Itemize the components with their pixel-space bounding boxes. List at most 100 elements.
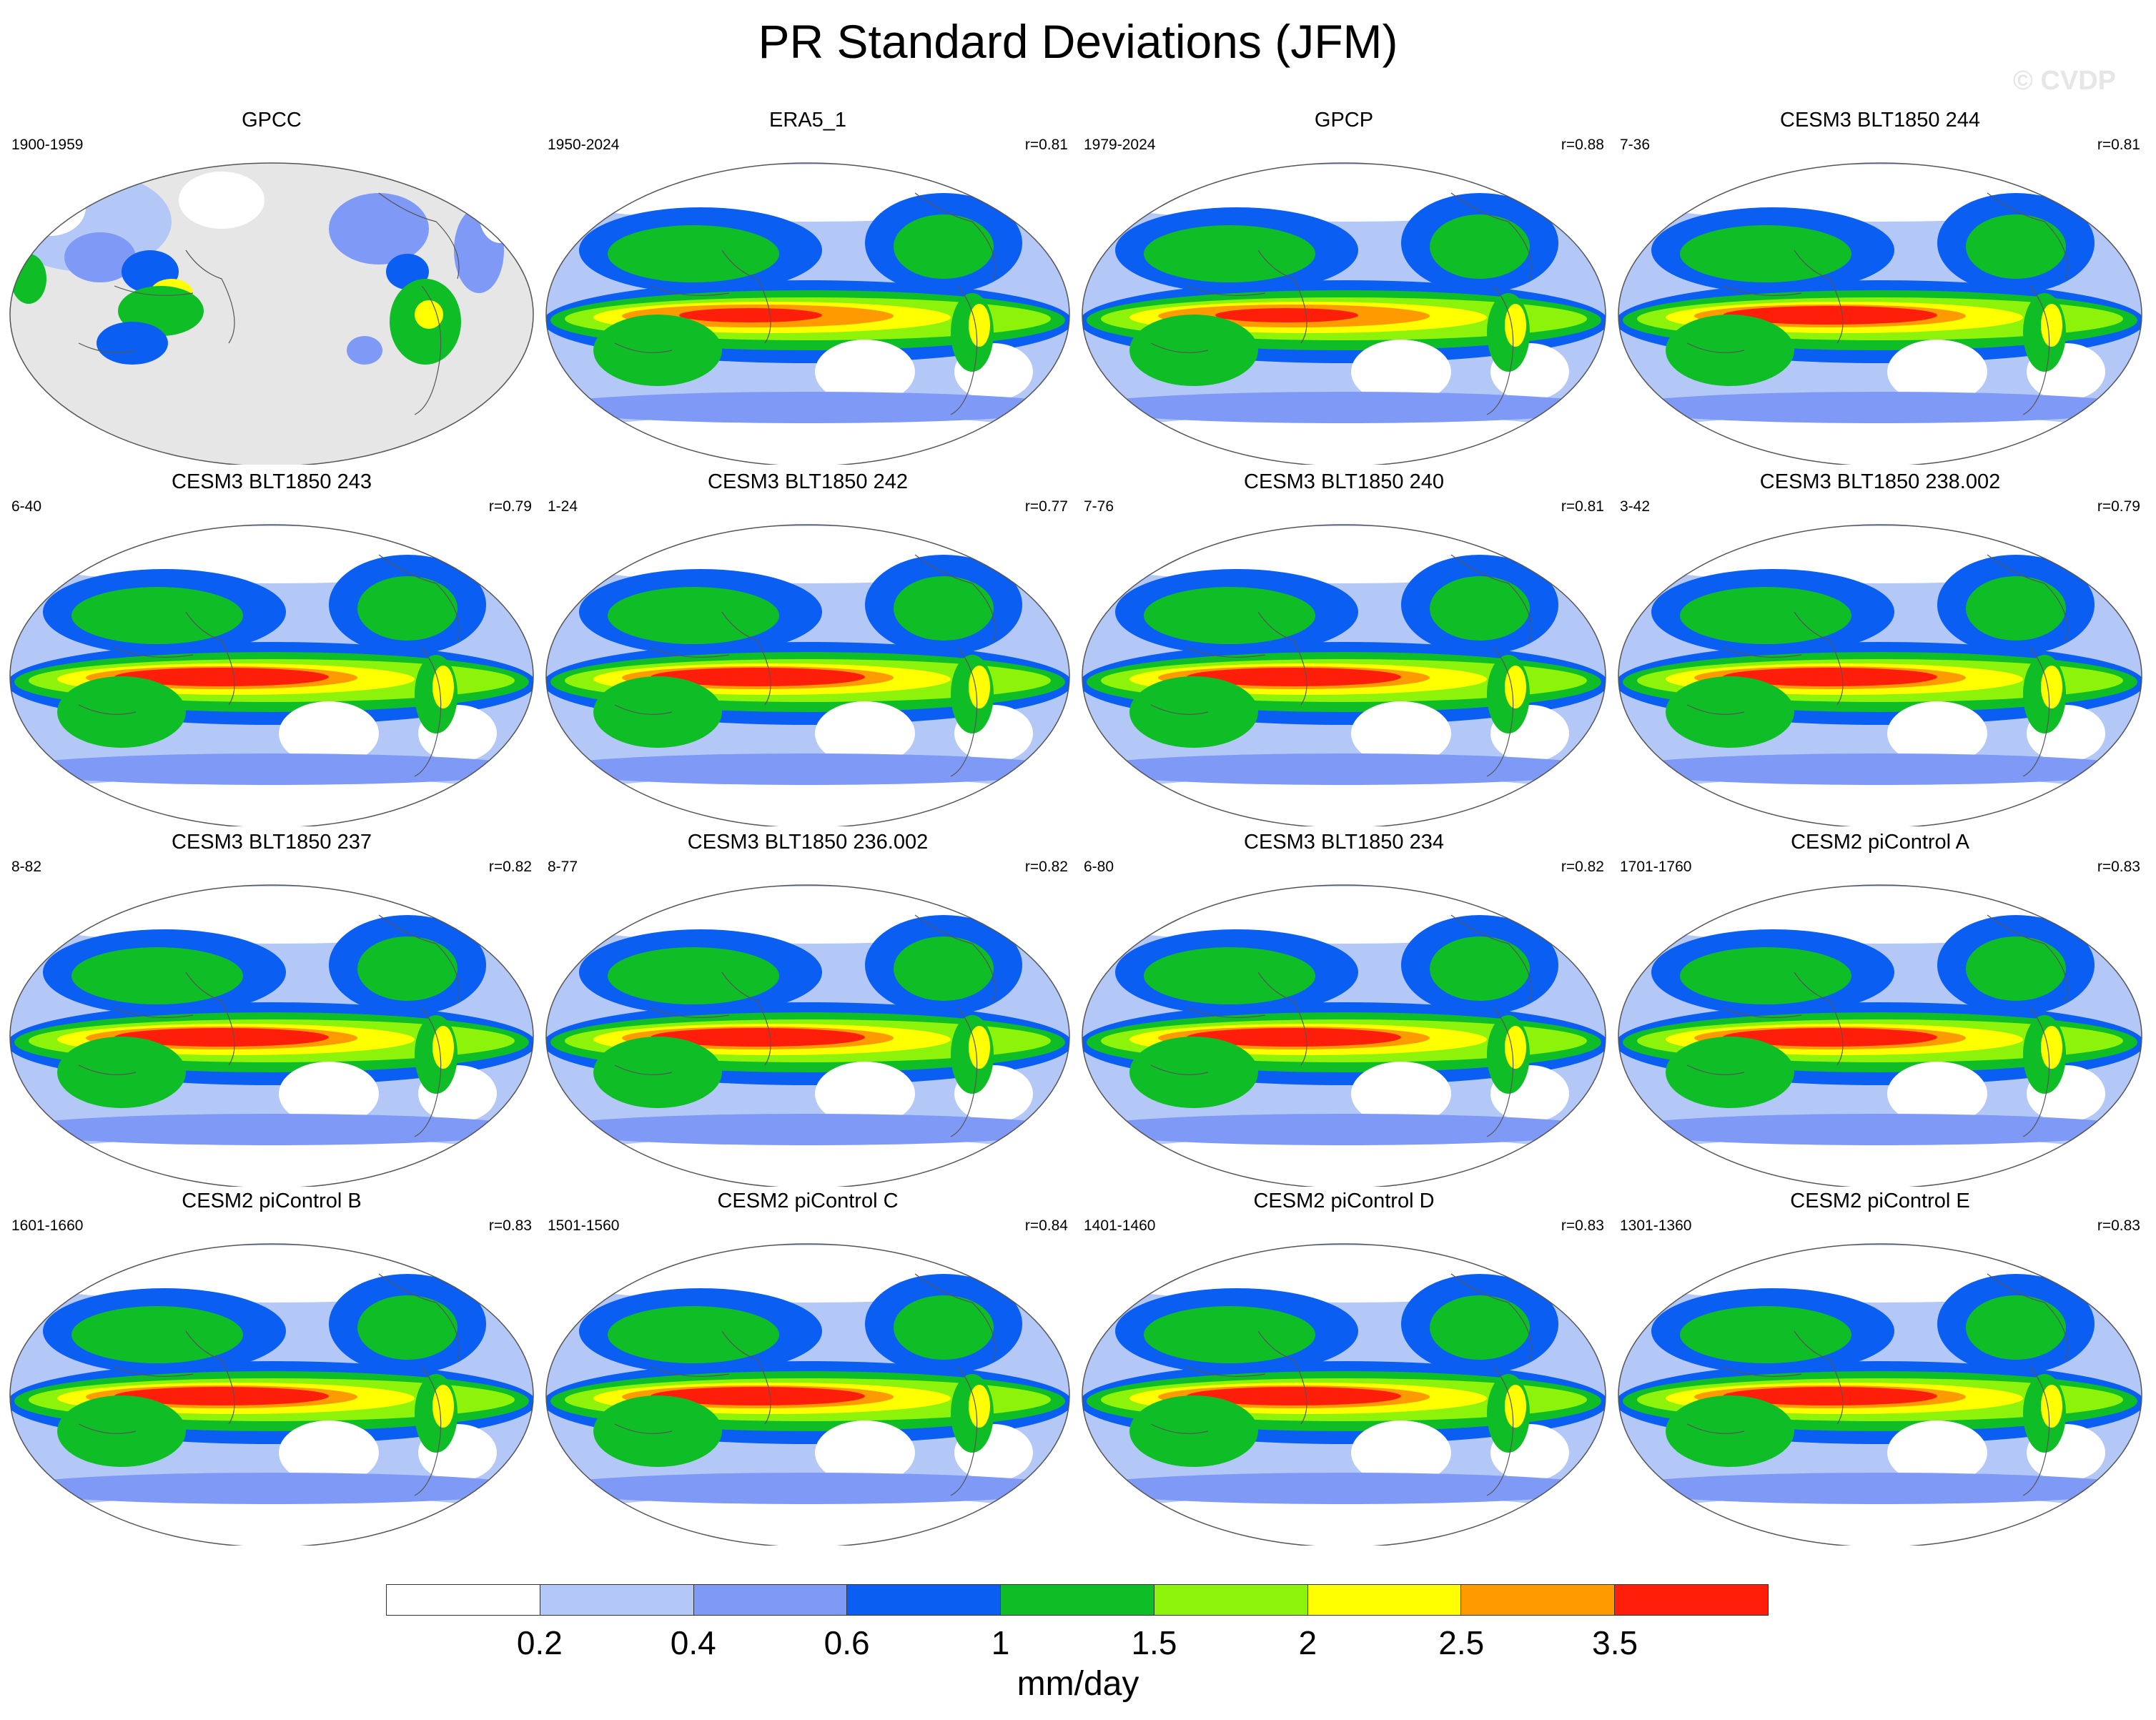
panel-title: CESM2 piControl E xyxy=(1790,1190,1970,1212)
coastline xyxy=(1486,285,1514,415)
coastline xyxy=(78,1423,137,1434)
colorbar-swatch xyxy=(1154,1585,1308,1615)
precip-contour-region xyxy=(1618,1473,2142,1504)
precip-contour-region xyxy=(1430,1295,1530,1360)
precip-contour-region xyxy=(1666,1395,1794,1467)
map-field xyxy=(1618,525,2142,826)
panel-correlation: r=0.83 xyxy=(2097,1217,2140,1234)
precip-contour-region xyxy=(357,936,458,1001)
precip-contour-region xyxy=(114,1387,329,1405)
map-svg xyxy=(545,524,1070,826)
panel-years: 1900-1959 xyxy=(11,137,84,153)
precip-contour-region xyxy=(1187,668,1401,686)
panel-title: GPCP xyxy=(1314,109,1374,132)
coastline xyxy=(78,342,137,353)
colorbar-tick-label: 1 xyxy=(991,1624,1010,1661)
panel-title: CESM2 piControl D xyxy=(1253,1190,1435,1212)
precip-contour-region xyxy=(1723,668,1937,686)
precip-contour-region xyxy=(1351,340,1451,404)
coastline xyxy=(614,1423,673,1434)
coastline xyxy=(914,1273,996,1360)
coastline xyxy=(1722,285,1802,296)
land-precip-region xyxy=(329,193,429,265)
map-svg xyxy=(9,1243,534,1546)
precip-contour-region xyxy=(114,668,329,686)
map-border xyxy=(9,524,534,826)
panel-title: CESM3 BLT1850 243 xyxy=(172,470,372,493)
coastline xyxy=(614,342,673,353)
coastline xyxy=(721,249,771,344)
coastline xyxy=(1257,972,1307,1066)
panel-years: 1501-1560 xyxy=(548,1217,620,1234)
panel-correlation: r=0.77 xyxy=(1024,498,1068,515)
coastline xyxy=(185,1330,235,1425)
precip-contour-region xyxy=(71,587,243,644)
map-border xyxy=(1082,884,1606,1187)
map-svg xyxy=(1618,1243,2142,1546)
panel-title: CESM3 BLT1850 242 xyxy=(708,470,908,493)
map-field xyxy=(10,1244,533,1546)
coastline xyxy=(1186,1007,1266,1018)
precip-contour-region xyxy=(546,1473,1069,1504)
precip-contour-region xyxy=(1082,1473,1606,1504)
map-panel: CESM3 BLT1850 237 8-82 r=0.82 xyxy=(7,829,536,1187)
coastline xyxy=(378,1273,460,1360)
coastline xyxy=(721,611,771,706)
map-svg xyxy=(1618,884,2142,1187)
panel-years: 1979-2024 xyxy=(1084,137,1156,153)
precip-contour-region xyxy=(432,1385,454,1428)
panel-years: 6-40 xyxy=(11,498,42,515)
precip-contour-region xyxy=(815,1420,915,1485)
map-panel: CESM2 piControl C 1501-1560 r=0.84 xyxy=(543,1188,1072,1546)
map-panel: CESM3 BLT1850 244 7-36 r=0.81 xyxy=(1616,107,2145,465)
panel-correlation: r=0.81 xyxy=(1561,498,1604,515)
colorbar-swatch xyxy=(1001,1585,1154,1615)
precip-contour-region xyxy=(1680,225,1851,282)
coastline xyxy=(1686,1423,1745,1434)
precip-contour-region xyxy=(1966,1295,2066,1360)
land-precip-region xyxy=(64,232,136,282)
precip-contour-region xyxy=(357,1295,458,1360)
panel-correlation: r=0.88 xyxy=(1561,137,1604,153)
map-border xyxy=(9,884,534,1187)
coastline xyxy=(1257,611,1307,706)
map-border xyxy=(1082,524,1606,826)
map-svg xyxy=(9,524,534,826)
map-panel: GPCP 1979-2024 r=0.88 xyxy=(1079,107,1608,465)
map-field xyxy=(1618,1244,2142,1546)
precip-contour-region xyxy=(679,308,822,322)
map-field xyxy=(10,525,533,826)
precip-contour-region xyxy=(1618,1114,2142,1145)
map-svg xyxy=(1082,162,1606,465)
colorbar-swatch xyxy=(540,1585,694,1615)
coastline xyxy=(1686,704,1745,715)
precip-contour-region xyxy=(10,753,533,785)
precip-contour-region xyxy=(1887,1420,1987,1485)
coastline xyxy=(78,704,137,715)
colorbar-swatch xyxy=(1615,1585,1769,1615)
land-precip-region xyxy=(347,336,382,365)
coastline xyxy=(1150,1064,1209,1075)
map-field xyxy=(546,525,1069,826)
precip-contour-region xyxy=(1082,1114,1606,1145)
map-field xyxy=(1618,885,2142,1187)
precip-contour-region xyxy=(651,1028,865,1047)
panel-years: 1701-1760 xyxy=(1620,859,1692,875)
panel-correlation: r=0.82 xyxy=(488,859,532,875)
precip-contour-region xyxy=(10,1473,533,1504)
panel-correlation: r=0.81 xyxy=(2097,137,2140,153)
precip-contour-region xyxy=(593,676,722,748)
precip-contour-region xyxy=(1144,587,1315,644)
panel-correlation: r=0.79 xyxy=(2097,498,2140,515)
precip-contour-region xyxy=(1505,304,1526,347)
map-panel: CESM3 BLT1850 243 6-40 r=0.79 xyxy=(7,469,536,826)
precip-contour-region xyxy=(593,1395,722,1467)
colorbar-tick-label: 0.6 xyxy=(824,1624,870,1661)
precip-contour-region xyxy=(71,1306,243,1363)
precip-contour-region xyxy=(1215,308,1358,322)
land-precip-region xyxy=(97,322,168,365)
precip-contour-region xyxy=(608,225,779,282)
precip-contour-region xyxy=(1351,1062,1451,1126)
map-border xyxy=(9,1243,534,1546)
land-precip-region xyxy=(454,207,504,293)
